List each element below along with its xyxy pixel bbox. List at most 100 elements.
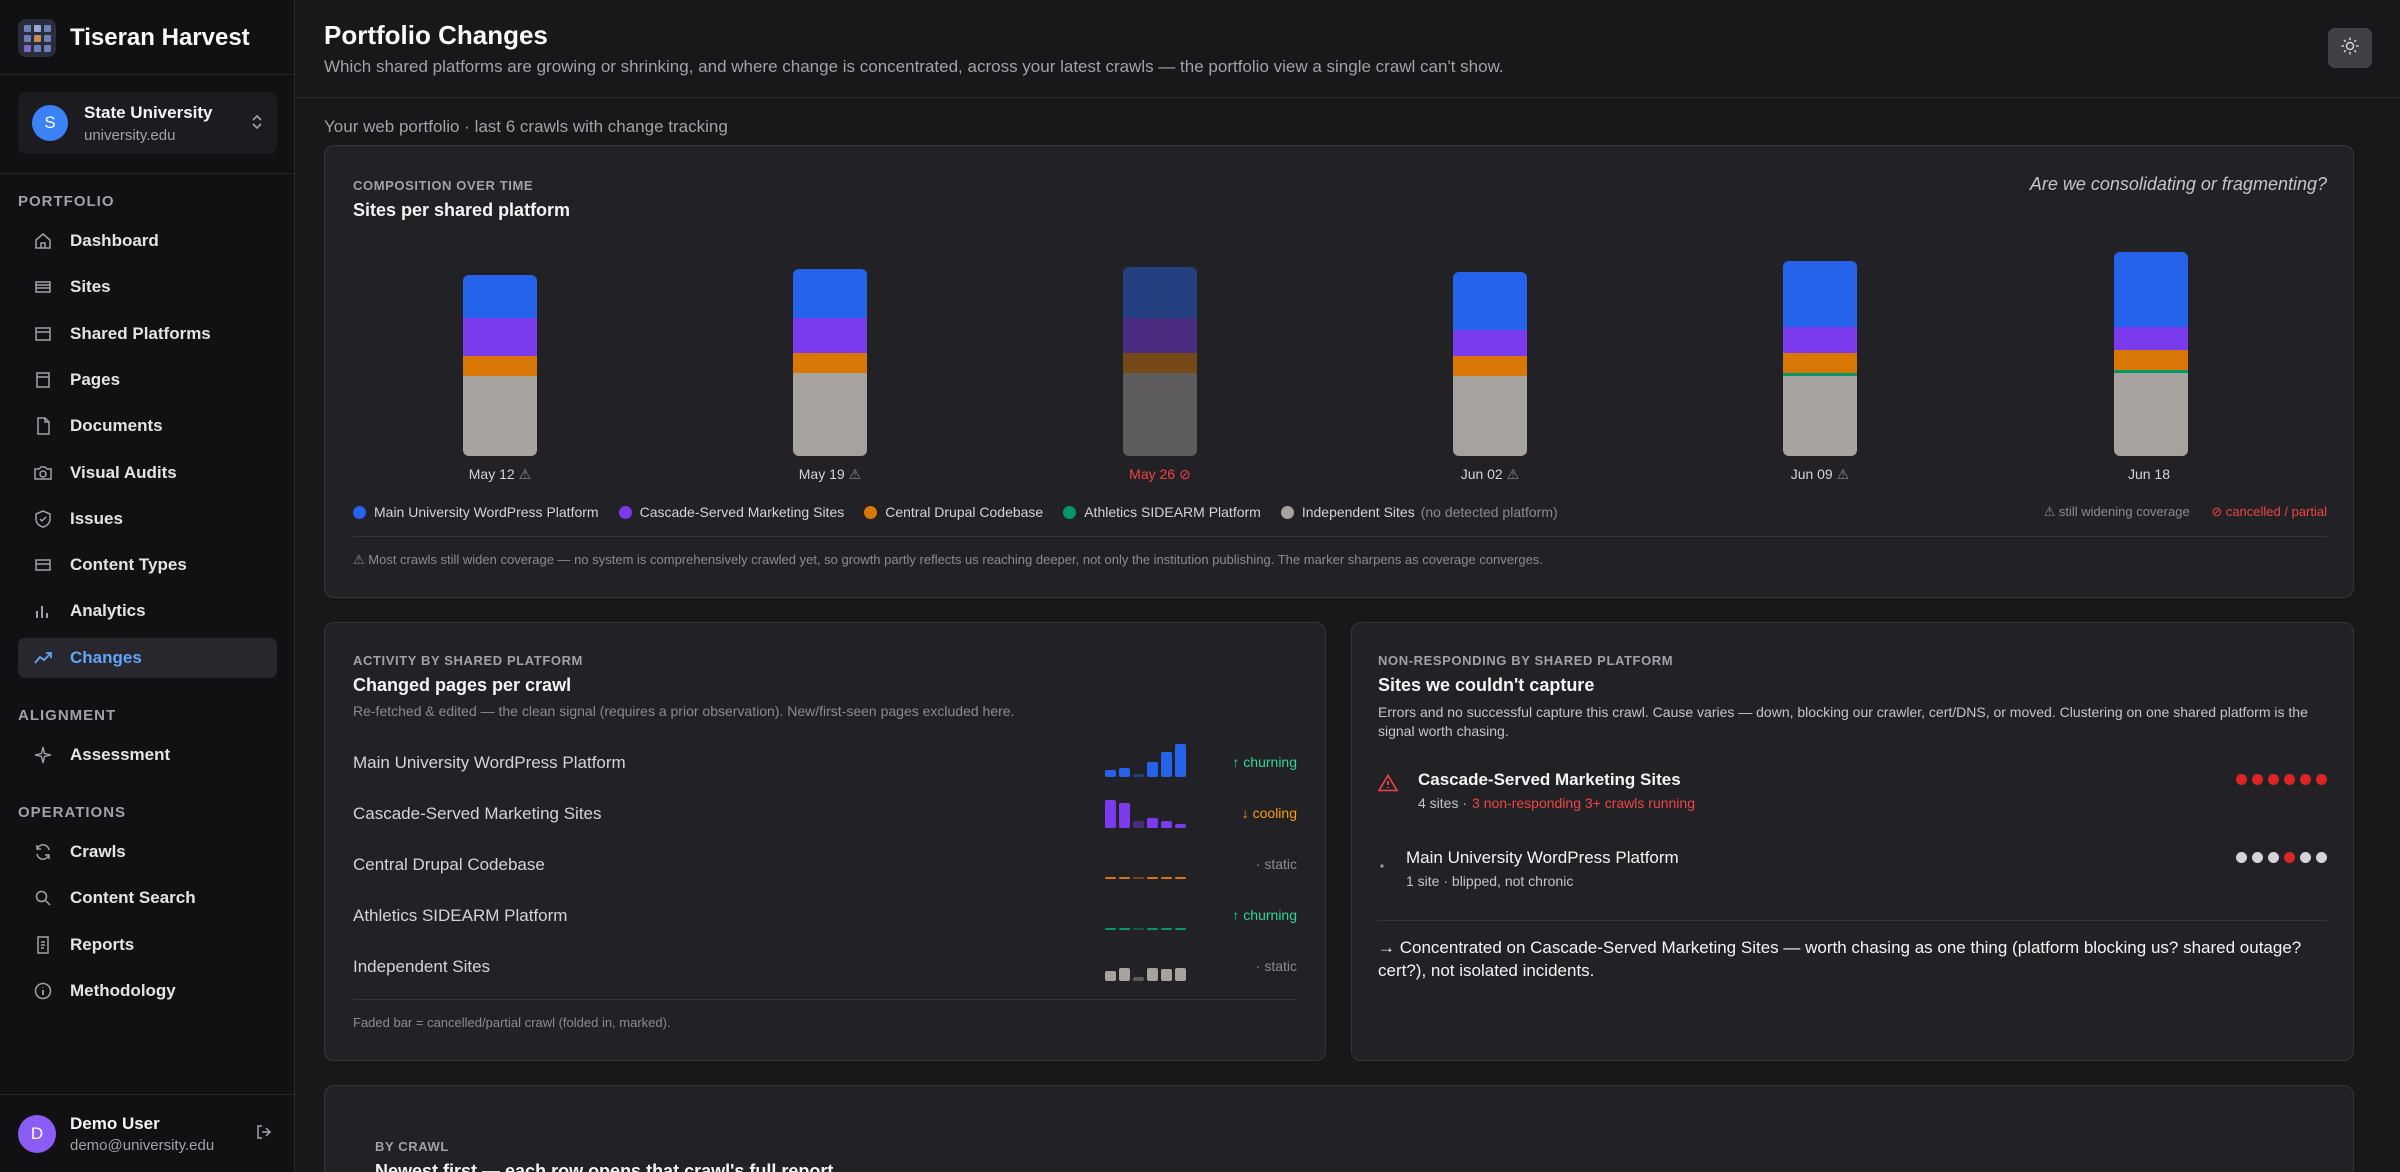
- sparkline: [1105, 792, 1186, 828]
- legend-swatch: [1280, 505, 1294, 519]
- header-divider: [296, 97, 2400, 98]
- sidebar-item-crawls[interactable]: Crawls: [18, 832, 277, 872]
- activity-row-name[interactable]: Independent Sites: [353, 957, 491, 976]
- sidebar-item-label: Reports: [70, 934, 135, 954]
- bar-segment: [793, 352, 867, 373]
- x-tick-marker: ⚠: [1506, 466, 1520, 482]
- activity-footnote: Faded bar = cancelled/partial crawl (fol…: [353, 1015, 671, 1030]
- activity-row-name[interactable]: Cascade-Served Marketing Sites: [353, 804, 602, 823]
- legend-swatch: [353, 505, 366, 519]
- sidebar-item-analytics[interactable]: Analytics: [18, 591, 277, 631]
- org-switcher[interactable]: S State University university.edu: [18, 92, 277, 154]
- x-tick-marker: ⊘: [1179, 466, 1191, 482]
- user-email: demo@university.edu: [70, 1137, 215, 1154]
- sidebar-item-label: Assessment: [70, 745, 171, 764]
- sparkline-bar: [1175, 967, 1186, 981]
- meta-alert-text: 3 non-responding 3+ crawls running: [1472, 795, 1695, 811]
- user-profile[interactable]: D Demo User demo@university.edu: [18, 1114, 277, 1154]
- sparkline-bar: [1119, 928, 1130, 930]
- sparkline-bar: [1147, 967, 1158, 981]
- sparkline-bar: [1161, 877, 1172, 879]
- sparkle-icon: [32, 745, 54, 765]
- nonresponding-row[interactable]: Main University WordPress Platform 1 site…: [1378, 848, 2327, 889]
- sidebar-item-reports[interactable]: Reports: [18, 925, 277, 965]
- sparkline-bar: [1105, 769, 1116, 777]
- sidebar-item-dashboard[interactable]: Dashboard: [18, 221, 277, 261]
- by-crawl-title: Newest first — each row opens that crawl…: [375, 1161, 834, 1172]
- user-name: Demo User: [70, 1114, 160, 1133]
- marker-cancelled: ⊘ cancelled / partial: [2211, 504, 2327, 519]
- shield-icon: [32, 509, 54, 529]
- status-dot: [2284, 774, 2295, 785]
- nav-section-alignment: ALIGNMENT: [18, 707, 117, 724]
- sidebar-item-content-types[interactable]: Content Types: [18, 545, 277, 585]
- sidebar-item-content-search[interactable]: Content Search: [18, 878, 277, 918]
- bar-jun-18[interactable]: [2114, 252, 2188, 456]
- sidebar-item-assessment[interactable]: Assessment: [18, 735, 277, 775]
- search-icon: [32, 888, 54, 908]
- sparkline-bar: [1147, 817, 1158, 828]
- bar-jun-02[interactable]: [1453, 272, 1527, 456]
- legend-swatch: [1063, 505, 1077, 519]
- activity-row-name[interactable]: Central Drupal Codebase: [353, 855, 545, 874]
- org-domain: university.edu: [84, 126, 176, 144]
- sidebar-item-issues[interactable]: Issues: [18, 499, 277, 539]
- bar-segment: [1783, 326, 1857, 353]
- bar-segment: [1453, 272, 1527, 330]
- sparkline-bar: [1105, 877, 1116, 879]
- bar-segment: [463, 355, 537, 376]
- legend-swatch: [864, 505, 878, 519]
- status-dot: [2236, 852, 2247, 863]
- sidebar-item-documents[interactable]: Documents: [18, 406, 277, 446]
- activity-desc-main: Re-fetched & edited — the clean signal (…: [353, 703, 784, 719]
- sparkline-bar: [1119, 802, 1130, 828]
- trend-label: · static: [1255, 856, 1297, 872]
- status-dot: [2252, 852, 2263, 863]
- content-types-icon: [32, 555, 54, 575]
- divider: [1378, 920, 2327, 921]
- app-name: Tiseran Harvest: [70, 24, 250, 51]
- logout-icon[interactable]: [255, 1123, 273, 1146]
- bar-may-26[interactable]: [1123, 266, 1197, 456]
- sidebar-item-shared-platforms[interactable]: Shared Platforms: [18, 314, 277, 354]
- refresh-icon: [32, 842, 54, 862]
- sidebar-item-changes[interactable]: Changes: [18, 637, 277, 678]
- bullet-icon: [1378, 857, 1386, 875]
- chart-legend: Main University WordPress Platform Cascad…: [353, 504, 1578, 520]
- nonresponding-row[interactable]: Cascade-Served Marketing Sites 4 sites · 3…: [1377, 770, 2327, 811]
- sidebar-item-pages[interactable]: Pages: [18, 360, 277, 400]
- sidebar-item-label: Content Search: [70, 888, 196, 908]
- bar-may-12[interactable]: [463, 275, 537, 456]
- legend-item: Central Drupal Codebase: [864, 504, 1043, 520]
- legend-label: Central Drupal Codebase: [885, 504, 1044, 520]
- reports-icon: [32, 935, 54, 955]
- theme-toggle-button[interactable]: [2328, 28, 2372, 68]
- activity-description: Re-fetched & edited — the clean signal (…: [353, 703, 1014, 719]
- legend-item: Athletics SIDEARM Platform: [1063, 504, 1261, 520]
- activity-eyebrow: ACTIVITY BY SHARED PLATFORM: [353, 653, 583, 668]
- composition-eyebrow: COMPOSITION OVER TIME: [353, 178, 534, 193]
- x-tick-text: Jun 18: [2127, 466, 2171, 482]
- sidebar-item-label: Methodology: [70, 980, 176, 1000]
- nonresponding-meta: 4 sites · 3 non-responding 3+ crawls runn…: [1418, 795, 1695, 811]
- activity-row-name[interactable]: Athletics SIDEARM Platform: [353, 906, 568, 925]
- legend-label: Independent Sites: [1301, 504, 1415, 520]
- x-tick-text: Jun 02: [1460, 466, 1503, 482]
- x-tick-label: Jun 18: [2081, 466, 2221, 482]
- crawl-status-dots: [2236, 852, 2327, 863]
- org-name: State University: [84, 102, 213, 122]
- brand[interactable]: Tiseran Harvest: [18, 18, 250, 58]
- sparkline-bar: [1133, 976, 1144, 981]
- bar-jun-09[interactable]: [1783, 260, 1857, 456]
- legend-label: Cascade-Served Marketing Sites: [639, 504, 845, 520]
- sparkline-bar: [1119, 967, 1130, 981]
- sidebar-item-sites[interactable]: Sites: [18, 267, 277, 307]
- bar-may-19[interactable]: [793, 269, 867, 456]
- activity-row-name[interactable]: Main University WordPress Platform: [353, 753, 626, 772]
- status-dot: [2268, 774, 2279, 785]
- sidebar-item-visual-audits[interactable]: Visual Audits: [18, 453, 277, 493]
- home-icon: [32, 231, 54, 251]
- sidebar-item-methodology[interactable]: Methodology: [18, 971, 277, 1011]
- page-title: Portfolio Changes: [324, 20, 548, 50]
- bar-segment: [1783, 352, 1857, 373]
